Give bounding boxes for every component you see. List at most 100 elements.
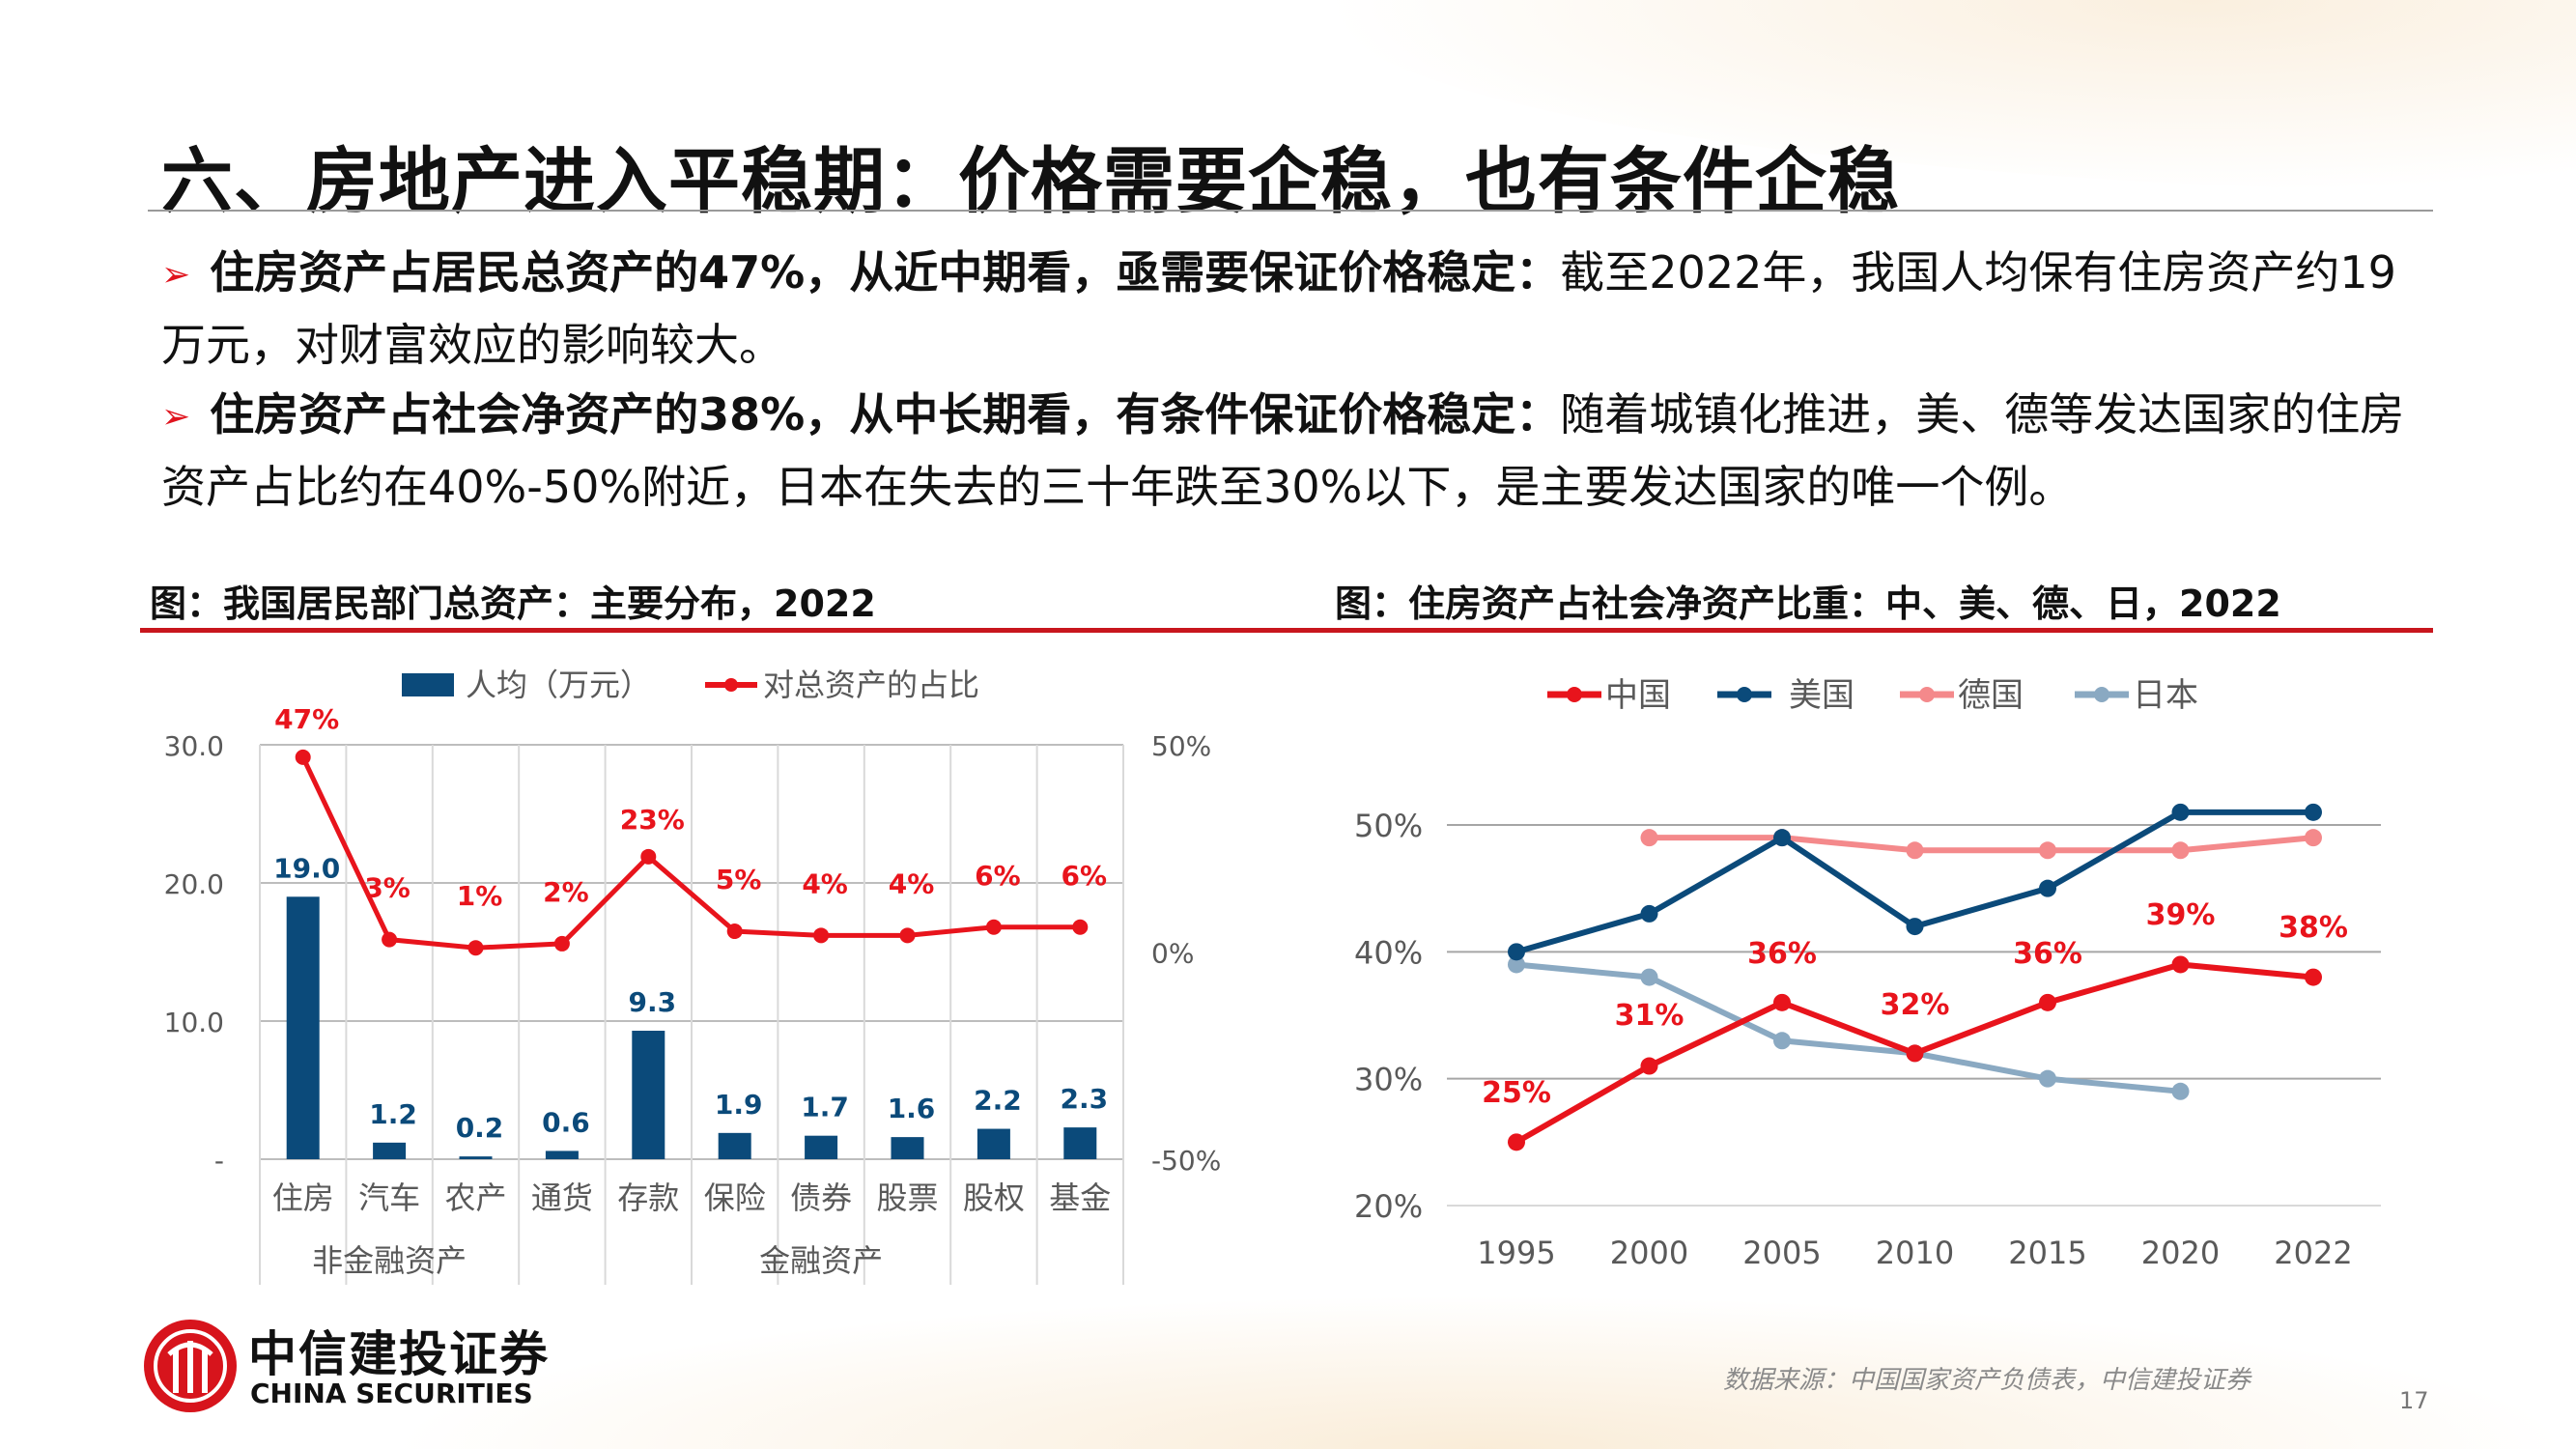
series-point — [2171, 841, 2190, 860]
china-data-label: 25% — [1482, 1076, 1551, 1110]
bar-data-label: 1.9 — [715, 1089, 763, 1121]
category-label: 股权 — [963, 1179, 1025, 1216]
bar-data-label: 0.6 — [542, 1106, 590, 1138]
x-tick-label: 2020 — [2141, 1235, 2220, 1271]
x-tick-label: 2000 — [1610, 1235, 1688, 1271]
share-data-label: 6% — [1062, 860, 1108, 892]
arrow-bullet-icon: ➢ — [161, 397, 191, 437]
bullet-item: ➢ 住房资产占社会净资产的38%，从中长期看，有条件保证价格稳定：随着城镇化推进，… — [161, 380, 2421, 522]
bullet-item: ➢ 住房资产占居民总资产的47%，从近中期看，亟需要保证价格稳定：截至2022年，… — [161, 238, 2421, 380]
bullet-heading: 住房资产占社会净资产的38%，从中长期看，有条件保证价格稳定： — [210, 388, 1561, 440]
series-point — [2039, 879, 2056, 897]
category-group-label: 非金融资产 — [312, 1242, 467, 1279]
share-point — [726, 923, 743, 940]
page-title: 六、房地产进入平稳期：价格需要企稳，也有条件企稳 — [161, 140, 1900, 223]
category-label: 保险 — [704, 1179, 766, 1216]
category-label: 债券 — [790, 1179, 852, 1216]
logo-text-en: CHINA SECURITIES — [250, 1378, 533, 1409]
y-left-tick-label: - — [214, 1145, 224, 1177]
series-point — [1640, 829, 1658, 847]
x-tick-label: 2015 — [2008, 1235, 2086, 1271]
series-point — [1640, 968, 1658, 986]
series-point — [2039, 993, 2056, 1011]
bar-data-label: 1.2 — [369, 1098, 417, 1130]
legend-marker — [1919, 687, 1935, 702]
x-tick-label: 1995 — [1477, 1235, 1555, 1271]
bar — [718, 1132, 751, 1159]
share-data-label: 4% — [802, 867, 848, 899]
bullet-heading: 住房资产占居民总资产的47%，从近中期看，亟需要保证价格稳定： — [210, 246, 1561, 298]
bar — [459, 1156, 493, 1159]
bar — [545, 1151, 579, 1159]
series-point — [1773, 829, 1791, 847]
category-label: 基金 — [1049, 1179, 1111, 1216]
right-chart-title: 图：住房资产占社会净资产比重：中、美、德、日，2022 — [1335, 582, 2281, 625]
page-number: 17 — [2399, 1387, 2429, 1414]
series-point — [2039, 1069, 2056, 1088]
chart-title-divider — [140, 628, 2433, 633]
share-line — [300, 755, 1081, 951]
bullet-text: 随着城镇化推进，美、德等发达国家的住房资产占比约在40%-50%附近，日本在失去… — [161, 388, 2405, 513]
bar — [805, 1135, 838, 1159]
series-point — [1640, 1057, 1658, 1075]
china-data-label: 36% — [1747, 937, 1817, 971]
series-point — [1773, 1032, 1791, 1050]
legend-label: 美国 — [1789, 676, 1854, 715]
logo-emblem-icon — [144, 1320, 237, 1412]
china-data-label: 36% — [2013, 937, 2082, 971]
series-point — [2039, 841, 2056, 860]
bar-data-label: 19.0 — [273, 852, 340, 884]
legend-label: 日本 — [2133, 676, 2198, 715]
bar-data-label: 2.2 — [974, 1085, 1022, 1117]
bar-data-label: 2.3 — [1060, 1083, 1108, 1115]
share-data-label: 2% — [543, 876, 589, 908]
y-left-tick-label: 10.0 — [164, 1007, 224, 1038]
china-data-label: 31% — [1615, 999, 1684, 1033]
y-left-tick-label: 20.0 — [164, 868, 224, 900]
share-point — [295, 749, 311, 765]
y-right-tick-label: 0% — [1151, 938, 1194, 970]
series-point — [1906, 918, 1924, 936]
series-point — [1508, 943, 1525, 961]
bar — [1063, 1127, 1097, 1159]
bar — [977, 1128, 1010, 1159]
bullet-list: ➢ 住房资产占居民总资产的47%，从近中期看，亟需要保证价格稳定：截至2022年，… — [161, 238, 2421, 522]
y-tick-label: 50% — [1354, 808, 1423, 844]
share-point — [640, 848, 657, 865]
share-data-label: 3% — [364, 872, 410, 904]
x-tick-label: 2022 — [2274, 1235, 2352, 1271]
bar — [373, 1142, 407, 1159]
share-point — [899, 927, 916, 944]
china-data-label: 32% — [1881, 988, 1950, 1022]
y-right-tick-label: -50% — [1151, 1145, 1221, 1177]
share-data-label: 5% — [716, 864, 762, 895]
share-data-label: 6% — [975, 860, 1021, 892]
share-point — [985, 919, 1002, 935]
category-label: 通货 — [531, 1179, 593, 1216]
series-point — [1773, 993, 1791, 1011]
share-data-label: 4% — [889, 867, 935, 899]
series-point — [2305, 803, 2322, 821]
share-point — [1072, 919, 1089, 935]
title-divider — [148, 210, 2433, 212]
y-right-tick-label: 50% — [1151, 730, 1211, 762]
series-point — [2171, 955, 2190, 974]
series-point — [1640, 904, 1658, 923]
bullet-text: 截至2022年，我国人均保有住房资产约19万元，对财富效应的影响较大。 — [161, 246, 2396, 371]
arrow-bullet-icon: ➢ — [161, 255, 191, 295]
category-label: 存款 — [617, 1179, 679, 1216]
bar-data-label: 0.2 — [456, 1112, 504, 1144]
bar-data-label: 1.6 — [888, 1093, 936, 1124]
share-point — [553, 935, 570, 952]
y-left-tick-label: 30.0 — [164, 730, 224, 762]
share-point — [382, 931, 398, 948]
category-label: 股票 — [876, 1179, 938, 1216]
series-point — [1508, 1133, 1525, 1151]
share-point — [813, 927, 830, 944]
series-point — [2305, 968, 2322, 986]
legend-label: 对总资产的占比 — [763, 667, 979, 703]
x-tick-label: 2010 — [1876, 1235, 1954, 1271]
legend-label: 中国 — [1605, 676, 1671, 715]
left-chart-title: 图：我国居民部门总资产：主要分布，2022 — [150, 582, 876, 625]
